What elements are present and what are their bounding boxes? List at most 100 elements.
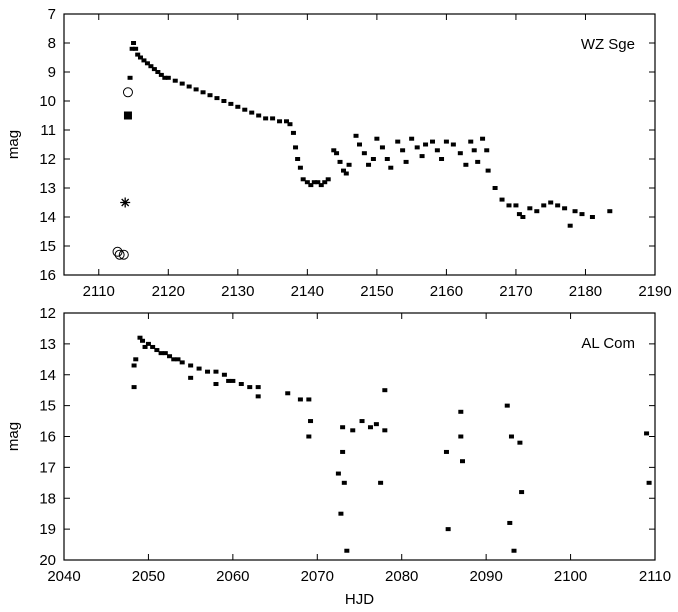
- data-point: [306, 397, 312, 402]
- data-point: [567, 223, 573, 228]
- axis-ticks: 2040 2050 2060 2070 2080 2090 2100 2110 12 13 14 15…: [39, 305, 671, 585]
- data-point: [318, 183, 324, 188]
- x-tick-label: 2130: [221, 283, 254, 300]
- plot-frame: [63, 13, 656, 276]
- data-point: [534, 209, 540, 214]
- data-point: [480, 136, 486, 141]
- data-point: [370, 157, 376, 161]
- data-point: [400, 148, 406, 153]
- x-tick-label: 2080: [385, 568, 418, 585]
- data-point: [179, 360, 185, 365]
- data-point: [304, 180, 310, 185]
- data-point: [131, 385, 137, 390]
- data-point: [475, 159, 481, 164]
- data-point: [135, 52, 141, 57]
- data-point: [196, 366, 202, 371]
- data-point: [270, 116, 276, 121]
- y-tick-label: 11: [40, 122, 56, 139]
- data-point-open-circle: [112, 246, 123, 257]
- data-point: [439, 157, 445, 161]
- data-point: [188, 363, 194, 368]
- data-point: [293, 145, 299, 150]
- y-tick-label: 19: [39, 521, 56, 538]
- x-tick-label: 2140: [291, 283, 324, 300]
- data-point: [193, 87, 199, 92]
- data-point: [443, 449, 449, 454]
- data-point: [306, 434, 312, 439]
- data-point: [150, 344, 156, 349]
- data-point: [344, 548, 350, 553]
- x-tick-label: 2160: [430, 283, 463, 300]
- data-point: [235, 104, 241, 109]
- data-point: [290, 130, 296, 135]
- y-tick-label: 10: [39, 93, 56, 110]
- data-point: [423, 142, 429, 147]
- y-tick-label: 15: [39, 238, 56, 255]
- data-point: [516, 212, 522, 217]
- data-point: [506, 203, 512, 208]
- data-point: [179, 81, 185, 86]
- data-point: [468, 139, 474, 144]
- data-point: [511, 548, 517, 553]
- data-point: [141, 58, 147, 63]
- data-point: [300, 177, 306, 182]
- data-point: [409, 136, 415, 141]
- data-point: [644, 431, 650, 436]
- x-tick-label: 2070: [301, 568, 334, 585]
- x-tick-label: 2100: [554, 568, 587, 585]
- y-tick-label: 18: [39, 490, 56, 507]
- data-point: [322, 180, 328, 185]
- y-tick-label: 12: [39, 151, 56, 168]
- y-tick-label: 9: [48, 64, 56, 81]
- data-point: [388, 165, 394, 170]
- data-point: [340, 449, 346, 454]
- x-tick-label: 2110: [83, 283, 115, 300]
- data-point: [646, 480, 652, 485]
- data-point: [589, 215, 595, 219]
- data-point: [186, 84, 192, 89]
- data-point: [308, 419, 314, 424]
- data-point: [485, 168, 491, 173]
- data-point: [133, 357, 139, 362]
- data-point: [507, 520, 513, 525]
- data-point: [527, 206, 533, 211]
- data-point: [340, 425, 346, 430]
- data-point: [458, 434, 464, 439]
- data-point: [311, 180, 317, 185]
- data-point: [460, 459, 466, 464]
- data-point: [353, 133, 359, 138]
- data-point: [337, 159, 343, 164]
- data-point: [308, 183, 314, 188]
- y-tick-label: 17: [39, 459, 56, 476]
- x-tick-label: 2170: [499, 283, 532, 300]
- data-point: [463, 162, 469, 167]
- data-point: [162, 75, 168, 80]
- data-point: [357, 142, 362, 147]
- bottom-panel-al-com: 2040 2050 2060 2070 2080 2090 2100 2110 12 13 14 15…: [5, 305, 671, 608]
- data-point: [167, 354, 173, 359]
- data-point: [213, 382, 219, 387]
- data-point: [471, 148, 477, 153]
- data-point: [230, 378, 236, 383]
- panel-label: WZ Sge: [581, 36, 635, 53]
- x-tick-label: 2150: [360, 283, 393, 300]
- data-point: [445, 527, 451, 532]
- data-point: [158, 351, 164, 356]
- data-point: [434, 148, 440, 153]
- data-point: [346, 162, 352, 167]
- data-point: [144, 61, 150, 66]
- data-point: [341, 168, 347, 173]
- data-point: [221, 99, 227, 103]
- data-point: [155, 70, 161, 74]
- data-point: [205, 369, 211, 374]
- y-tick-label: 13: [39, 180, 56, 197]
- data-point: [238, 382, 244, 387]
- data-point: [341, 480, 347, 485]
- data-point: [335, 471, 341, 476]
- data-point: [297, 165, 303, 170]
- data-point: [285, 391, 291, 396]
- data-point: [165, 75, 171, 80]
- data-point: [221, 372, 227, 377]
- data-point: [607, 209, 613, 214]
- data-point: [127, 75, 133, 80]
